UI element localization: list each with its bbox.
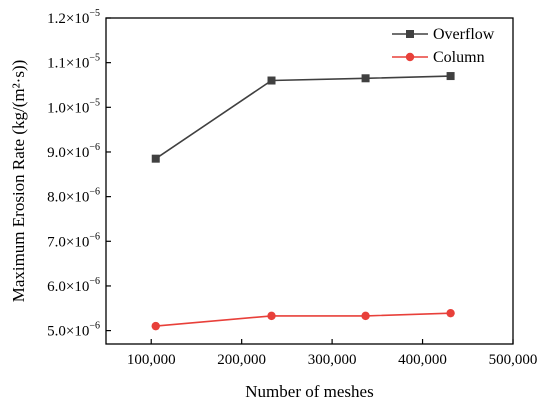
series-layer	[151, 72, 455, 331]
x-tick-label: 500,000	[489, 352, 538, 368]
x-tick-label: 300,000	[308, 352, 357, 368]
y-axis-title: Maximum Erosion Rate (kg/(m²·s))	[9, 60, 28, 303]
data-point	[446, 308, 455, 318]
x-tick-label: 100,000	[127, 352, 176, 368]
plot-frame	[105, 17, 514, 345]
y-tick-label: 9.0×10−6	[47, 142, 100, 161]
series-column	[151, 308, 455, 331]
x-axis-ticks: 100,000 200,000 300,000 400,000 500,000	[127, 339, 538, 368]
legend: Overflow Column	[392, 26, 495, 66]
y-tick-label: 8.0×10−6	[47, 187, 100, 206]
legend-marker	[406, 30, 414, 38]
y-tick-label: 6.0×10−6	[47, 276, 100, 295]
legend-marker	[405, 52, 415, 62]
data-point	[361, 311, 370, 321]
data-point	[361, 74, 370, 83]
data-point	[267, 76, 276, 85]
plot-area	[105, 17, 514, 345]
x-axis-title: Number of meshes	[245, 382, 373, 401]
series-line	[155, 312, 451, 327]
data-point	[151, 154, 160, 163]
y-tick-label: 1.1×10−5	[47, 53, 100, 72]
series-overflow	[151, 72, 455, 163]
legend-item: Overflow	[392, 26, 495, 43]
y-tick-label: 5.0×10−6	[47, 321, 100, 340]
data-point	[446, 72, 455, 81]
x-tick-label: 400,000	[398, 352, 447, 368]
data-point	[151, 321, 160, 331]
series-line	[155, 75, 451, 160]
y-tick-label: 7.0×10−6	[47, 231, 100, 250]
legend-label: Overflow	[433, 26, 495, 43]
legend-item: Column	[392, 49, 485, 66]
legend-label: Column	[433, 49, 485, 66]
y-tick-label: 1.0×10−5	[47, 97, 100, 116]
data-point	[267, 311, 276, 321]
y-axis-ticks: 5.0×10−6 6.0×10−6 7.0×10−6 8.0×10−6 9.0×10−6…	[47, 8, 111, 340]
x-tick-label: 200,000	[217, 352, 266, 368]
y-tick-label: 1.2×10−5	[47, 8, 100, 27]
